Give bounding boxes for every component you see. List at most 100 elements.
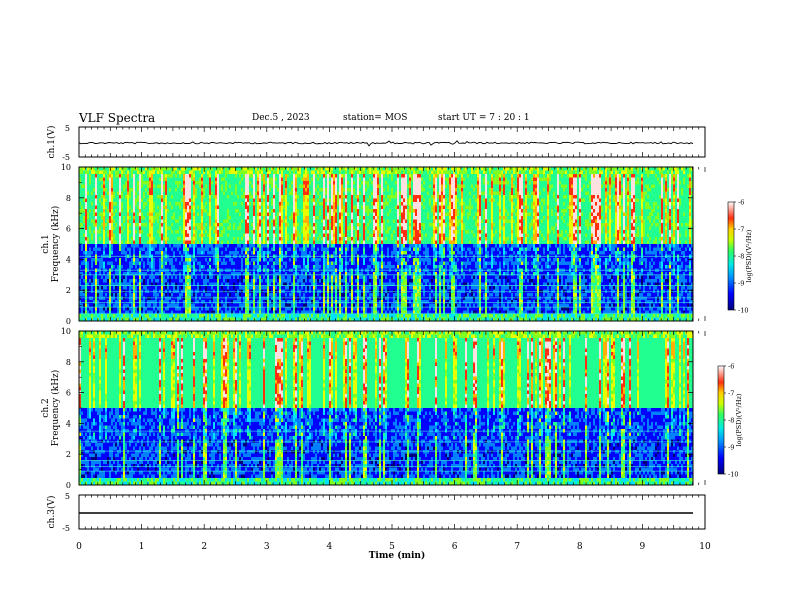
spectrogram-cell (125, 181, 127, 185)
spectrogram-cell (157, 171, 159, 175)
spectrogram-cell (141, 185, 143, 189)
spectrogram-cell (155, 297, 157, 301)
spectrogram-cell (83, 286, 85, 290)
spectrogram-cell (185, 206, 187, 210)
spectrogram-cell (187, 213, 189, 217)
spectrogram-cell (113, 216, 115, 220)
spectrogram-cell (179, 220, 181, 224)
spectrogram-cell (137, 181, 139, 185)
spectrogram-cell (139, 216, 141, 220)
spectrogram-cell (107, 167, 109, 171)
spectrogram-cell (151, 279, 153, 283)
spectrogram-cell (171, 216, 173, 220)
spectrogram-cell (83, 185, 85, 189)
spectrogram-cell (161, 311, 163, 315)
spectrogram-cell (169, 206, 171, 210)
spectrogram-cell (157, 220, 159, 224)
spectrogram-cell (173, 307, 175, 311)
spectrogram-cell (131, 206, 133, 210)
spectrogram-cell (151, 178, 153, 182)
spectrogram-cell (115, 314, 117, 318)
spectrogram-cell (85, 171, 87, 175)
spectrogram-cell (129, 258, 131, 262)
spectrogram-cell (177, 188, 179, 192)
spectrogram-cell (161, 202, 163, 206)
spectrogram-cell (115, 216, 117, 220)
spectrogram-cell (81, 174, 83, 178)
spectrogram-cell (137, 272, 139, 276)
spectrogram-cell (131, 300, 133, 304)
spectrogram-cell (107, 244, 109, 248)
spectrogram-cell (187, 178, 189, 182)
spectrogram-cell (169, 262, 171, 266)
spectrogram-cell (115, 293, 117, 297)
spectrogram-cell (147, 178, 149, 182)
spectrogram-cell (191, 279, 193, 283)
spectrogram-cell (155, 262, 157, 266)
spectrogram-cell (131, 248, 133, 252)
spectrogram-cell (105, 178, 107, 182)
spectrogram-cell (189, 251, 191, 255)
spectrogram-cell (125, 304, 127, 308)
spectrogram-cell (143, 199, 145, 203)
spectrogram-cell (161, 230, 163, 234)
spectrogram-cell (153, 244, 155, 248)
spectrogram-cell (107, 311, 109, 315)
spectrogram-cell (107, 241, 109, 245)
spectrogram-cell (119, 223, 121, 227)
spectrogram-cell (129, 174, 131, 178)
spectrogram-cell (103, 297, 105, 301)
spectrogram-cell (161, 213, 163, 217)
spectrogram-cell (91, 220, 93, 224)
spectrogram-cell (185, 258, 187, 262)
spectrogram-cell (105, 286, 107, 290)
spectrogram-cell (95, 248, 97, 252)
spectrogram-cell (191, 237, 193, 241)
spectrogram-cell (147, 202, 149, 206)
spectrogram-cell (123, 192, 125, 196)
spectrogram-cell (141, 237, 143, 241)
spectrogram-cell (153, 300, 155, 304)
spectrogram-cell (113, 258, 115, 262)
spectrogram-cell (133, 241, 135, 245)
spectrogram-cell (185, 297, 187, 301)
spectrogram-cell (87, 223, 89, 227)
spectrogram-cell (111, 213, 113, 217)
spectrogram-cell (115, 311, 117, 315)
spectrogram-cell (107, 279, 109, 283)
spectrogram-cell (133, 230, 135, 234)
spectrogram-cell (95, 213, 97, 217)
spectrogram-cell (99, 300, 101, 304)
spectrogram-cell (81, 234, 83, 238)
spectrogram-cell (191, 178, 193, 182)
spectrogram-cell (129, 216, 131, 220)
spectrogram-cell (169, 248, 171, 252)
spectrogram-cell (155, 171, 157, 175)
spectrogram-cell (187, 199, 189, 203)
spectrogram-cell (137, 209, 139, 213)
spectrogram-cell (191, 251, 193, 255)
spectrogram-cell (187, 307, 189, 311)
spectrogram-cell (179, 241, 181, 245)
spectrogram-cell (131, 237, 133, 241)
spectrogram-cell (155, 216, 157, 220)
spectrogram-cell (95, 314, 97, 318)
spectrogram-cell (113, 174, 115, 178)
spectrogram-cell (123, 307, 125, 311)
spectrogram-cell (143, 181, 145, 185)
spectrogram-cell (133, 223, 135, 227)
spectrogram-cell (117, 188, 119, 192)
spectrogram-cell (163, 311, 165, 315)
spectrogram-cell (189, 178, 191, 182)
spectrogram-cell (171, 202, 173, 206)
spectrogram-cell (115, 195, 117, 199)
spectrogram-cell (89, 213, 91, 217)
spectrogram-cell (143, 304, 145, 308)
spectrogram-cell (163, 272, 165, 276)
spectrogram-cell (165, 244, 167, 248)
spectrogram-cell (103, 300, 105, 304)
spectrogram-cell (159, 297, 161, 301)
spectrogram-cell (109, 230, 111, 234)
spectrogram-cell (123, 213, 125, 217)
spectrogram-cell (123, 293, 125, 297)
